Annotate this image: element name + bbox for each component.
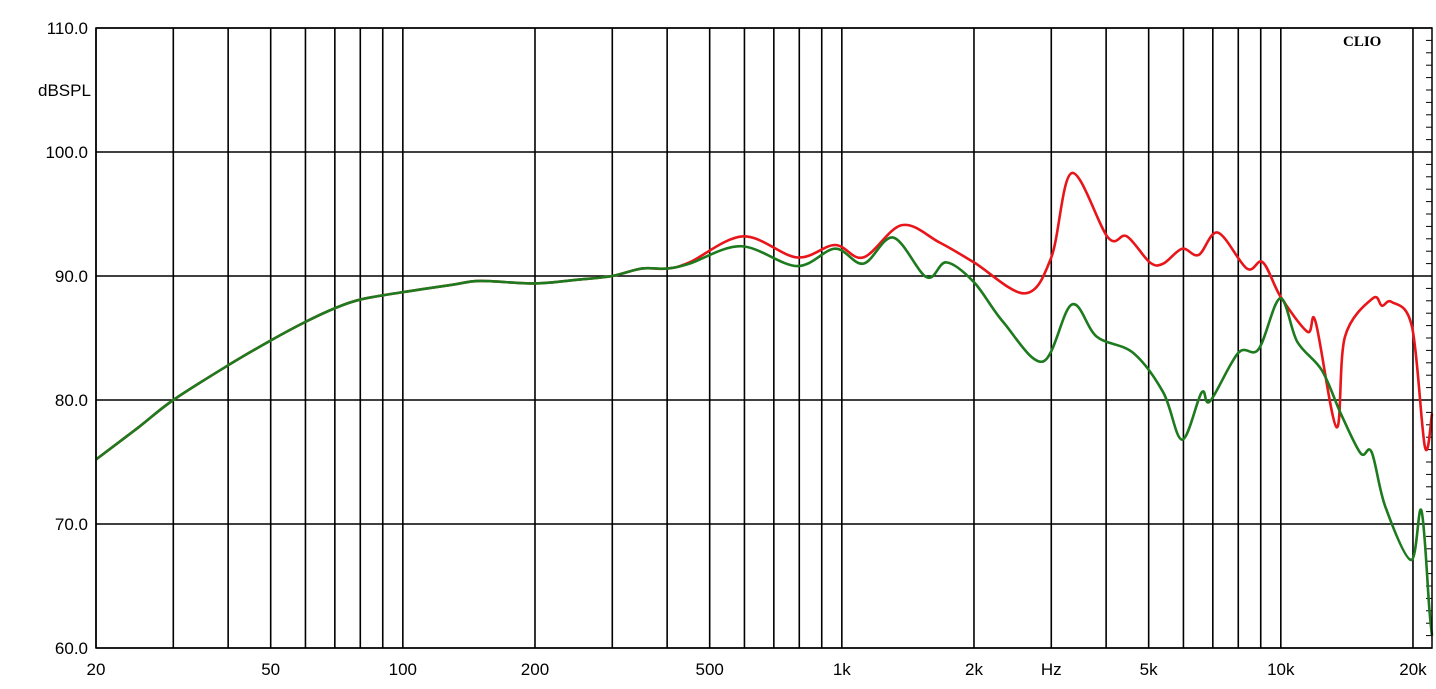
x-tick-label: 2k [965, 660, 983, 679]
y-tick-label: 60.0 [55, 639, 88, 658]
y-tick-label: 80.0 [55, 391, 88, 410]
x-tick-label: 100 [389, 660, 417, 679]
series-line-red [95, 171, 1434, 461]
x-tick-label: 20k [1399, 660, 1427, 679]
x-tick-labels: 20 50 100 200 500 1k 2k Hz 5k 10k 20k [87, 660, 1428, 679]
y-axis-label: dBSPL [38, 81, 91, 100]
x-tick-label: 1k [833, 660, 851, 679]
x-tick-label: 50 [261, 660, 280, 679]
plot-frame [95, 27, 1433, 649]
series-lines [95, 171, 1434, 636]
clio-logo: CLIO [1343, 34, 1381, 50]
y-tick-label: 110.0 [47, 19, 88, 38]
x-tick-label: 10k [1267, 660, 1295, 679]
vertical-gridlines [95, 28, 1414, 648]
y-tick-label: 90.0 [55, 267, 88, 286]
x-tick-label: Hz [1041, 660, 1062, 679]
logo-background [1340, 30, 1410, 50]
y-tick-label: 100.0 [45, 143, 88, 162]
y-tick-labels: 60.0 70.0 80.0 90.0 100.0 110.0 [45, 19, 88, 658]
horizontal-gridlines [96, 27, 1432, 649]
x-tick-label: 200 [521, 660, 549, 679]
x-tick-label: 5k [1140, 660, 1158, 679]
series-line-green [95, 236, 1434, 636]
y-tick-label: 70.0 [55, 515, 88, 534]
x-tick-label: 500 [695, 660, 723, 679]
x-tick-label: 20 [87, 660, 106, 679]
